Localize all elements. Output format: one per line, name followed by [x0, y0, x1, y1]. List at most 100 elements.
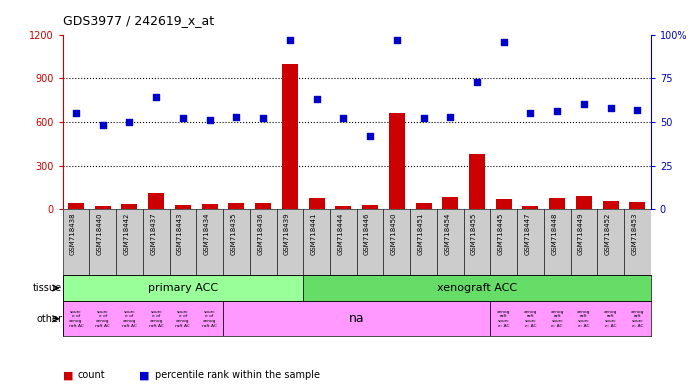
FancyBboxPatch shape: [383, 209, 410, 275]
Text: GSM718447: GSM718447: [525, 213, 530, 255]
FancyBboxPatch shape: [544, 209, 571, 275]
Point: [578, 101, 590, 108]
Point: [338, 115, 349, 121]
FancyBboxPatch shape: [143, 209, 170, 275]
FancyBboxPatch shape: [223, 209, 250, 275]
Text: xenog
raft
sourc
e: AC: xenog raft sourc e: AC: [497, 310, 510, 328]
Point: [311, 96, 322, 102]
Bar: [496, 199, 512, 209]
Text: GSM718455: GSM718455: [471, 213, 477, 255]
FancyBboxPatch shape: [437, 209, 464, 275]
Text: GSM718449: GSM718449: [578, 213, 584, 255]
Text: xenog
raft
sourc
e: AC: xenog raft sourc e: AC: [577, 310, 591, 328]
Point: [231, 114, 242, 120]
Bar: [362, 205, 378, 209]
Point: [605, 105, 616, 111]
Point: [258, 115, 269, 121]
Point: [525, 110, 536, 116]
FancyBboxPatch shape: [330, 209, 356, 275]
FancyBboxPatch shape: [63, 275, 303, 301]
Text: GSM718450: GSM718450: [390, 213, 397, 255]
Text: xenog
raft
sourc
e: AC: xenog raft sourc e: AC: [551, 310, 564, 328]
FancyBboxPatch shape: [63, 209, 89, 275]
Text: xenog
raft
sourc
e: AC: xenog raft sourc e: AC: [523, 310, 537, 328]
Point: [498, 38, 509, 45]
Bar: [335, 206, 351, 209]
Point: [284, 37, 295, 43]
FancyBboxPatch shape: [170, 209, 196, 275]
Text: tissue: tissue: [33, 283, 62, 293]
Bar: [148, 193, 164, 209]
Bar: [523, 206, 539, 209]
Text: count: count: [78, 370, 106, 380]
FancyBboxPatch shape: [276, 209, 303, 275]
FancyBboxPatch shape: [491, 301, 651, 336]
Text: GSM718446: GSM718446: [364, 213, 370, 255]
FancyBboxPatch shape: [464, 209, 491, 275]
Point: [204, 117, 215, 123]
Text: GSM718438: GSM718438: [70, 213, 76, 255]
Bar: [202, 204, 218, 209]
FancyBboxPatch shape: [196, 209, 223, 275]
Point: [418, 115, 429, 121]
Text: GSM718451: GSM718451: [418, 213, 424, 255]
Text: GSM718445: GSM718445: [498, 213, 504, 255]
FancyBboxPatch shape: [250, 209, 276, 275]
Text: xenog
raft
sourc
e: AC: xenog raft sourc e: AC: [604, 310, 617, 328]
Text: GSM718436: GSM718436: [257, 213, 263, 255]
Text: GSM718454: GSM718454: [444, 213, 450, 255]
Bar: [255, 204, 271, 209]
FancyBboxPatch shape: [571, 209, 597, 275]
Bar: [175, 205, 191, 209]
Text: GSM718434: GSM718434: [204, 213, 209, 255]
FancyBboxPatch shape: [89, 209, 116, 275]
FancyBboxPatch shape: [63, 301, 223, 336]
FancyBboxPatch shape: [303, 209, 330, 275]
Text: sourc
e of
xenog
raft AC: sourc e of xenog raft AC: [95, 310, 110, 328]
Point: [177, 115, 189, 121]
Point: [391, 37, 402, 43]
Text: GSM718441: GSM718441: [310, 213, 317, 255]
Text: GSM718452: GSM718452: [605, 213, 610, 255]
Text: GSM718442: GSM718442: [123, 213, 129, 255]
FancyBboxPatch shape: [303, 275, 651, 301]
Bar: [442, 197, 458, 209]
Bar: [576, 196, 592, 209]
Bar: [282, 64, 298, 209]
Bar: [95, 206, 111, 209]
Bar: [629, 202, 645, 209]
Point: [471, 79, 482, 85]
Point: [632, 107, 643, 113]
Point: [445, 114, 456, 120]
Point: [124, 119, 135, 125]
Point: [365, 133, 376, 139]
Bar: [603, 200, 619, 209]
Text: GSM718443: GSM718443: [177, 213, 183, 255]
Point: [552, 108, 563, 114]
Text: ■: ■: [63, 370, 73, 380]
Bar: [68, 204, 84, 209]
Bar: [389, 113, 405, 209]
Bar: [121, 204, 138, 209]
Text: GSM718439: GSM718439: [284, 213, 290, 255]
Point: [150, 94, 161, 101]
Text: sourc
e of
xenog
raft AC: sourc e of xenog raft AC: [122, 310, 137, 328]
Point: [70, 110, 81, 116]
FancyBboxPatch shape: [597, 209, 624, 275]
Text: GSM718437: GSM718437: [150, 213, 156, 255]
Bar: [228, 203, 244, 209]
Text: sourc
e of
xenog
raft AC: sourc e of xenog raft AC: [203, 310, 217, 328]
Text: xenog
raft
sourc
e: AC: xenog raft sourc e: AC: [631, 310, 644, 328]
Bar: [549, 198, 565, 209]
Bar: [416, 204, 432, 209]
Text: GSM718444: GSM718444: [338, 213, 343, 255]
Text: GSM718453: GSM718453: [631, 213, 638, 255]
Text: sourc
e of
xenog
raft AC: sourc e of xenog raft AC: [175, 310, 191, 328]
Text: primary ACC: primary ACC: [148, 283, 218, 293]
Text: sourc
e of
xenog
raft AC: sourc e of xenog raft AC: [149, 310, 164, 328]
Text: xenograft ACC: xenograft ACC: [437, 283, 517, 293]
Text: na: na: [349, 312, 365, 325]
FancyBboxPatch shape: [116, 209, 143, 275]
Text: GSM718448: GSM718448: [551, 213, 557, 255]
Point: [97, 122, 109, 129]
